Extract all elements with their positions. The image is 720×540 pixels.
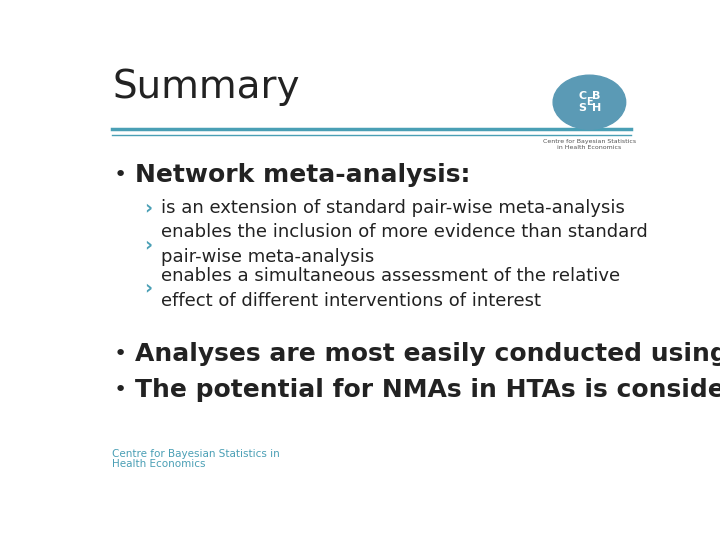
Text: S: S <box>578 104 586 113</box>
Text: Network meta-analysis:: Network meta-analysis: <box>135 163 470 187</box>
Text: H: H <box>592 104 601 113</box>
Circle shape <box>553 75 626 129</box>
Text: Summary: Summary <box>112 69 300 106</box>
Text: enables the inclusion of more evidence than standard
pair-wise meta-analysis: enables the inclusion of more evidence t… <box>161 223 648 266</box>
Text: E: E <box>586 97 593 107</box>
Text: Centre for Bayesian Statistics in: Centre for Bayesian Statistics in <box>112 449 280 458</box>
Text: •: • <box>114 344 127 364</box>
Text: is an extension of standard pair-wise meta-analysis: is an extension of standard pair-wise me… <box>161 199 625 217</box>
Text: Health Economics: Health Economics <box>112 459 206 469</box>
Text: •: • <box>114 165 127 185</box>
Text: C: C <box>578 91 586 101</box>
Text: ›: › <box>145 199 153 218</box>
Text: ›: › <box>145 235 153 254</box>
Text: Analyses are most easily conducted using MCMC: Analyses are most easily conducted using… <box>135 342 720 366</box>
Text: •: • <box>114 380 127 400</box>
Text: B: B <box>593 91 601 101</box>
Text: enables a simultaneous assessment of the relative
effect of different interventi: enables a simultaneous assessment of the… <box>161 267 621 309</box>
Text: Centre for Bayesian Statistics
in Health Economics: Centre for Bayesian Statistics in Health… <box>543 139 636 151</box>
Text: The potential for NMAs in HTAs is considerable: The potential for NMAs in HTAs is consid… <box>135 378 720 402</box>
Text: ›: › <box>145 279 153 298</box>
